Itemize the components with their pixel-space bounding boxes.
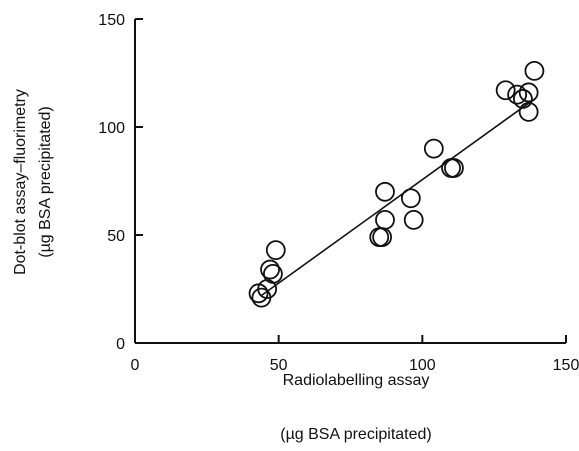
x-axis-label: Radiolabelling assay <box>283 372 430 389</box>
y-tick-label: 150 <box>98 12 125 29</box>
data-point <box>260 259 280 280</box>
data-point <box>375 181 395 202</box>
y-axis-label: Dot-blot assay–fluorimetry <box>12 89 29 275</box>
data-point <box>403 209 424 230</box>
data-point <box>375 209 395 230</box>
x-tick-label: 50 <box>270 357 288 374</box>
regression-line-layer <box>260 100 532 297</box>
x-tick-label: 150 <box>553 357 579 374</box>
ticks: 0 50 100 150 0 50 100 150 <box>98 12 579 374</box>
y-axis-unit-label: (µg BSA precipitated) <box>37 106 54 258</box>
regression-line <box>260 100 532 297</box>
y-tick-label: 0 <box>116 336 125 353</box>
data-point <box>524 60 545 81</box>
y-tick-label: 50 <box>107 228 125 245</box>
x-axis-unit-label: (µg BSA precipitated) <box>280 426 432 443</box>
data-point <box>423 138 444 159</box>
x-tick-label: 0 <box>131 357 140 374</box>
data-point <box>444 158 464 178</box>
data-point <box>507 84 528 105</box>
data-point <box>518 101 539 122</box>
points-layer <box>248 60 545 308</box>
data-point <box>513 89 533 109</box>
data-point <box>400 188 421 209</box>
y-tick-label: 100 <box>98 120 125 137</box>
data-point <box>265 240 286 261</box>
data-point <box>518 82 539 103</box>
data-point <box>263 263 283 284</box>
axes <box>134 19 566 344</box>
data-point <box>495 80 516 101</box>
x-tick-label: 100 <box>409 357 436 374</box>
